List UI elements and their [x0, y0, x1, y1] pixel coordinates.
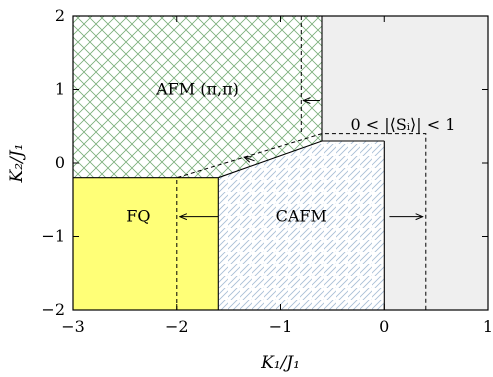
x-tick-label: 0	[379, 317, 389, 336]
region-fill-fq	[73, 177, 219, 310]
y-tick-label: 0	[55, 153, 65, 172]
x-tick-label: 1	[483, 317, 493, 336]
region-fill-0-s-1	[322, 16, 488, 310]
axis-ticks	[72, 15, 489, 311]
region-pattern-cafm	[218, 141, 385, 310]
region-labels: AFM (π,π) FQ CAFM 0 < |⟨Sᵢ⟩| < 1	[126, 80, 455, 226]
x-tick-label: −3	[61, 317, 85, 336]
arrow	[244, 157, 255, 161]
phase-boundaries	[73, 16, 385, 310]
phase-boundary-line	[218, 140, 323, 179]
region-label-fq: FQ	[126, 207, 150, 226]
region-pattern-afm	[73, 16, 322, 178]
y-axis-label: K₂/J₁	[7, 144, 27, 184]
y-tick-label: −2	[41, 300, 65, 319]
region-label-cafm: CAFM	[276, 207, 327, 226]
arrows	[180, 101, 423, 217]
x-tick-label: −2	[165, 317, 189, 336]
phase-regions	[73, 16, 488, 310]
dashed-boundaries	[176, 16, 427, 310]
region-label-afm: AFM (π,π)	[155, 80, 239, 99]
y-tick-label: 1	[55, 80, 65, 99]
region-label-0-s-1: 0 < |⟨Sᵢ⟩| < 1	[350, 115, 455, 134]
y-tick-label: 2	[55, 6, 65, 25]
x-tick-label: −1	[269, 317, 293, 336]
x-axis-label: K₁/J₁	[260, 353, 300, 373]
y-tick-label: −1	[41, 227, 65, 246]
